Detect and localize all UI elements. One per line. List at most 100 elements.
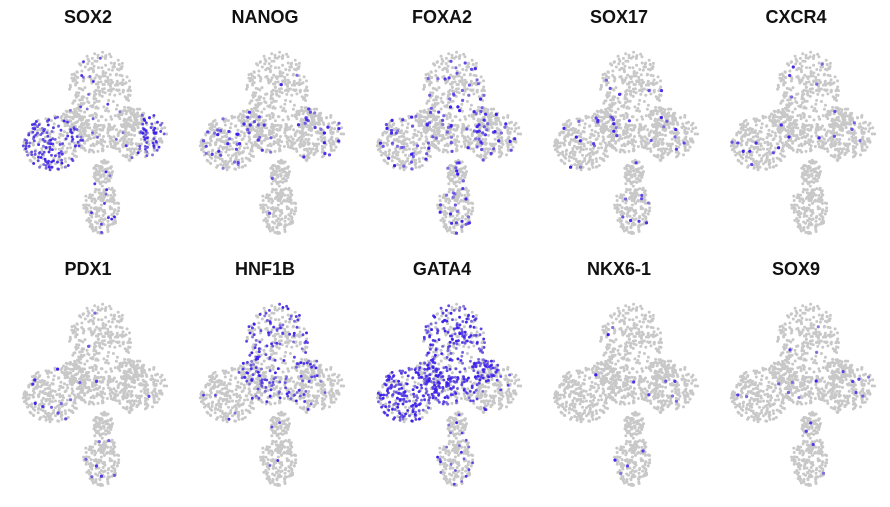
cell-point	[271, 113, 275, 117]
cell-point	[390, 159, 394, 163]
expressing-cell-point	[467, 93, 471, 97]
cell-point	[631, 94, 635, 98]
cell-point	[305, 125, 309, 129]
cell-point	[278, 199, 282, 203]
cell-point	[332, 142, 336, 146]
cell-point	[123, 105, 127, 109]
cell-point	[482, 79, 485, 83]
expressing-cell-point	[216, 128, 220, 132]
expressing-cell-point	[449, 135, 454, 139]
cell-point	[561, 150, 565, 154]
cell-point	[450, 231, 454, 234]
cell-point	[255, 98, 259, 102]
cell-point	[72, 72, 76, 76]
cell-point	[108, 199, 112, 203]
cell-point	[434, 117, 438, 121]
cell-point	[616, 203, 619, 207]
cell-point	[600, 146, 604, 150]
cell-point	[74, 93, 78, 97]
expressing-cell-point	[27, 133, 31, 137]
cell-point	[469, 128, 473, 132]
cell-point	[286, 55, 290, 59]
cell-point	[615, 210, 619, 214]
cell-point	[281, 180, 285, 184]
expressing-cell-point	[141, 131, 145, 135]
cell-point	[402, 135, 406, 139]
cell-point	[128, 125, 132, 129]
cell-point	[249, 149, 253, 153]
cell-point	[652, 131, 656, 135]
cell-point	[101, 199, 105, 203]
cell-point	[94, 187, 98, 191]
cell-point	[628, 124, 632, 127]
cell-point	[456, 74, 460, 78]
expressing-cell-point	[107, 216, 110, 220]
expressing-cell-point	[236, 160, 240, 165]
cell-point	[104, 180, 108, 184]
expressing-cell-point	[206, 130, 210, 134]
cell-point	[271, 82, 275, 86]
cell-point	[116, 141, 120, 145]
cell-point	[465, 100, 469, 103]
cell-point	[219, 150, 223, 154]
cell-point	[120, 81, 124, 85]
expressing-cell-point	[429, 106, 433, 110]
cell-point	[108, 92, 112, 96]
cell-point	[85, 203, 88, 207]
cell-point	[270, 101, 273, 105]
cell-point	[622, 133, 625, 136]
expressing-cell-point	[486, 122, 490, 126]
cell-point	[226, 119, 230, 123]
scatter-svg	[552, 50, 700, 235]
cell-point	[214, 123, 218, 127]
cell-point	[111, 127, 115, 131]
cell-point	[315, 107, 319, 111]
cell-point	[281, 118, 285, 122]
expressing-cell-point	[41, 138, 45, 141]
cell-point	[243, 164, 247, 167]
expressing-cell-point	[34, 133, 38, 137]
cell-point	[440, 62, 444, 66]
expressing-cell-point	[402, 164, 406, 168]
cell-point	[450, 53, 454, 57]
cell-point	[472, 117, 476, 121]
expressing-cell-point	[451, 92, 456, 96]
cell-point	[439, 206, 443, 210]
cell-point	[618, 133, 622, 137]
cell-point	[284, 134, 288, 138]
cell-point	[272, 140, 276, 144]
cell-point	[644, 93, 648, 97]
cell-point	[240, 138, 244, 142]
cell-point	[298, 131, 302, 135]
cell-point	[625, 92, 629, 96]
cell-point	[124, 155, 128, 159]
cell-point	[556, 139, 560, 143]
cell-point	[289, 135, 293, 139]
cell-point	[632, 83, 636, 86]
expressing-cell-point	[308, 110, 312, 114]
cell-point	[92, 144, 96, 148]
cell-point	[681, 122, 685, 126]
cell-point	[248, 137, 252, 141]
expressing-cell-point	[48, 168, 52, 172]
cell-point	[623, 70, 626, 74]
cell-point	[444, 56, 448, 60]
cell-point	[234, 155, 238, 158]
cell-point	[293, 67, 296, 71]
cell-point	[97, 99, 101, 103]
cell-point	[64, 165, 68, 169]
cell-point	[275, 92, 278, 96]
cell-point	[287, 68, 291, 72]
cell-point	[294, 147, 298, 151]
cell-point	[83, 115, 86, 119]
cell-point	[112, 62, 116, 66]
cell-point	[252, 155, 255, 158]
cell-point	[98, 225, 102, 229]
cell-point	[129, 89, 132, 93]
cell-point	[285, 199, 289, 203]
cell-point	[137, 114, 141, 118]
cell-point	[591, 165, 595, 169]
cell-point	[106, 174, 110, 178]
cell-point	[244, 142, 248, 146]
cell-point	[279, 196, 283, 199]
